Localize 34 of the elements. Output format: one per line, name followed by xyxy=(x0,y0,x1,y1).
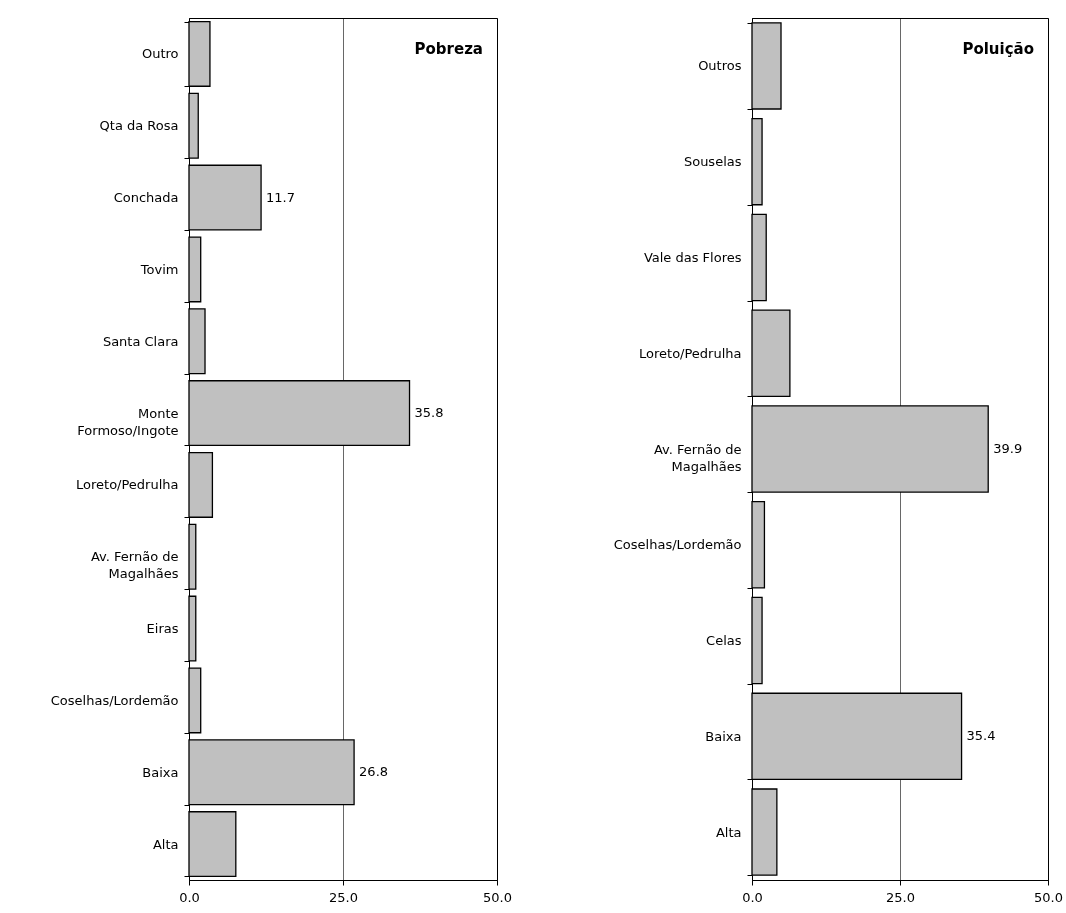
y-tick-label: Alta xyxy=(715,824,742,840)
y-tick-label: Tovim xyxy=(139,261,179,277)
x-tick-label: 25.0 xyxy=(329,889,358,905)
data-label: 26.8 xyxy=(359,764,389,780)
x-tick-label: 25.0 xyxy=(886,889,915,905)
y-tick-label: Qta da Rosa xyxy=(99,118,179,134)
y-tick-label: Souselas xyxy=(683,154,742,170)
y-tick-label: Outros xyxy=(698,58,742,74)
y-tick-label: Coselhas/Lordemão xyxy=(50,692,179,708)
y-tick-label: Outro xyxy=(141,46,179,62)
data-label: 11.7 xyxy=(266,189,296,205)
y-tick-label: Monte Formoso/Ingote xyxy=(77,405,179,438)
y-tick-label: Av. Fernão de Magalhães xyxy=(90,549,179,582)
y-tick-label: Conchada xyxy=(113,190,179,206)
text: Poluição xyxy=(962,40,1034,58)
y-tick-label: Coselhas/Lordemão xyxy=(613,537,742,553)
y-tick-label: Av. Fernão de Magalhães xyxy=(653,441,742,474)
y-tick-label: Loreto/Pedrulha xyxy=(639,345,742,361)
y-tick-label: Baixa xyxy=(142,764,179,780)
data-label: 35.4 xyxy=(966,728,996,744)
x-tick-label: 0.0 xyxy=(179,889,200,905)
y-tick-label: Vale das Flores xyxy=(643,249,742,265)
data-label: 39.9 xyxy=(993,441,1023,456)
data-label: 35.8 xyxy=(414,405,444,421)
y-tick-label: Loreto/Pedrulha xyxy=(76,477,179,493)
y-tick-label: Alta xyxy=(152,836,179,852)
y-tick-label: Celas xyxy=(706,633,742,649)
y-tick-label: Eiras xyxy=(146,621,179,637)
y-tick-label: Baixa xyxy=(705,728,742,744)
x-tick-label: 50.0 xyxy=(1034,889,1063,905)
text: Pobreza xyxy=(414,40,483,58)
x-tick-label: 50.0 xyxy=(483,889,512,905)
y-tick-label: Santa Clara xyxy=(102,333,179,349)
x-tick-label: 0.0 xyxy=(742,889,763,905)
